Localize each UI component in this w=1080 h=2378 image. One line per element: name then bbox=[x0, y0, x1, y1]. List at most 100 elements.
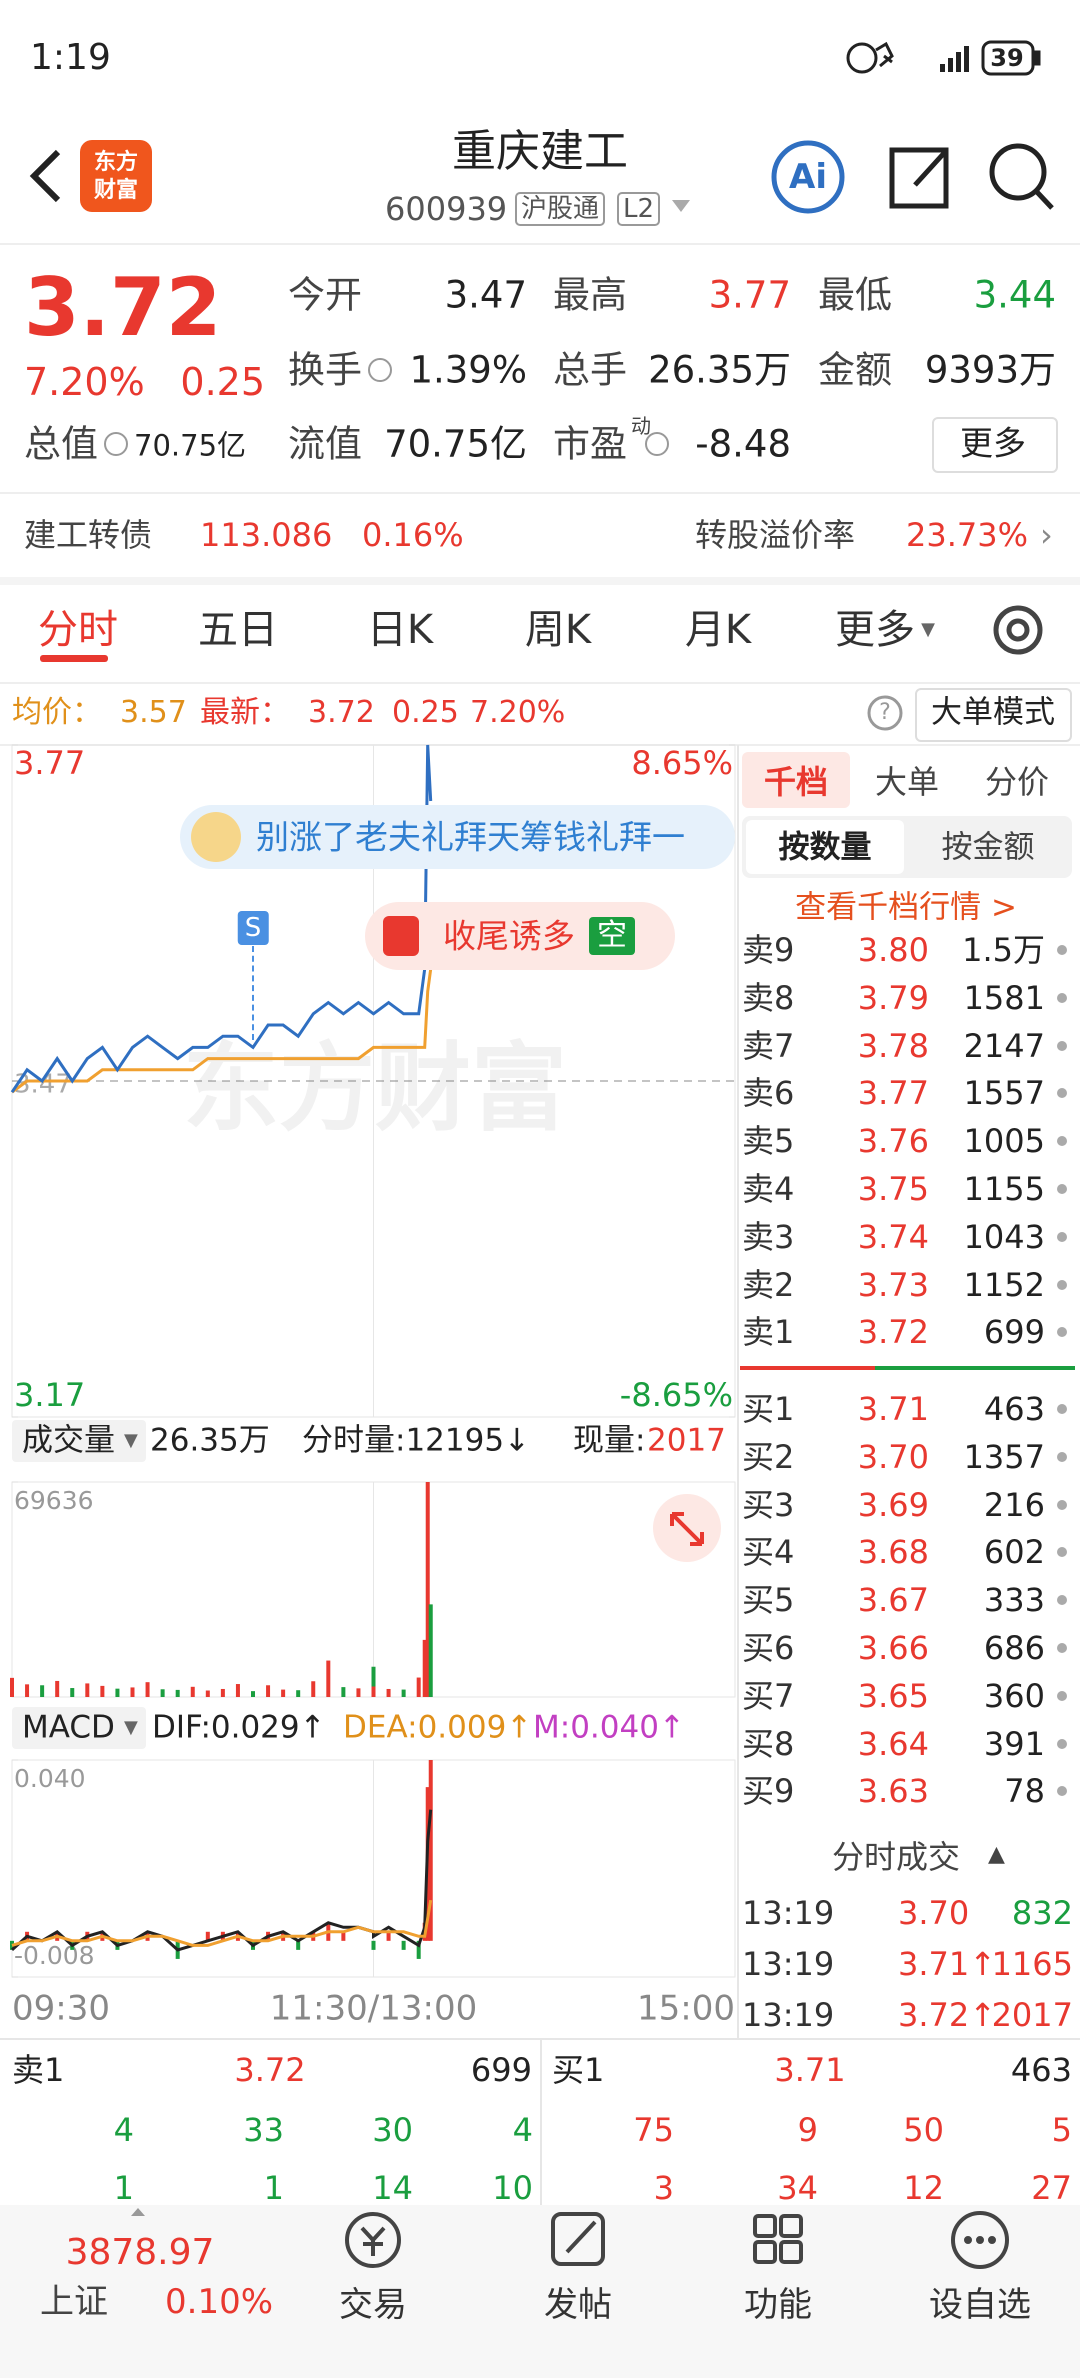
tag-pill[interactable]: 收尾诱多 空 bbox=[365, 902, 675, 970]
mode-button[interactable] bbox=[915, 688, 1072, 742]
volume-bar bbox=[190, 1686, 195, 1697]
ob-tab[interactable]: 分价 bbox=[984, 763, 1050, 801]
logo-text: 财富 bbox=[93, 178, 139, 203]
more-button[interactable] bbox=[932, 417, 1058, 473]
divider bbox=[0, 492, 1080, 494]
volume-bar bbox=[10, 1677, 14, 1697]
trades-title[interactable]: 分时成交 bbox=[831, 1838, 961, 1876]
index-value[interactable]: 3878.97 bbox=[65, 2232, 215, 2273]
nav-item[interactable]: 发帖 bbox=[544, 2285, 612, 2325]
y-tick-label: 69636 bbox=[14, 1486, 94, 1515]
info-icon[interactable] bbox=[104, 432, 128, 456]
volume-bar bbox=[145, 1682, 150, 1697]
tab[interactable]: 五日 bbox=[198, 607, 278, 653]
help-icon[interactable] bbox=[867, 695, 903, 731]
dropdown[interactable]: ▼ bbox=[124, 1717, 138, 1738]
ob-mode[interactable]: 按金额 bbox=[941, 829, 1035, 866]
volume-bar bbox=[100, 1685, 105, 1697]
premium: 23.73% bbox=[905, 516, 1028, 554]
back-button[interactable] bbox=[29, 149, 61, 203]
marker[interactable]: S bbox=[237, 911, 269, 945]
index-change[interactable]: 0.10% bbox=[165, 2282, 274, 2322]
y-tick-label: -0.008 bbox=[14, 1941, 95, 1970]
book-label: 买9 bbox=[742, 1772, 795, 1811]
book-divider bbox=[875, 1366, 1075, 1370]
tab[interactable]: 日K bbox=[366, 607, 434, 653]
tab[interactable]: 更多 bbox=[835, 607, 915, 653]
depth-count: 50 bbox=[903, 2111, 944, 2149]
book-volume: 1152 bbox=[963, 1265, 1045, 1304]
settings-button[interactable] bbox=[993, 605, 1043, 655]
tab[interactable]: 月K bbox=[684, 607, 752, 653]
book-dot bbox=[1057, 1184, 1067, 1194]
index-name[interactable]: 上证 bbox=[40, 2282, 108, 2322]
total-value: 70.75亿 bbox=[134, 428, 247, 463]
volume-selector[interactable]: 成交量 bbox=[22, 1422, 115, 1459]
dropdown[interactable]: ▼ bbox=[921, 619, 935, 640]
sort-arrow[interactable]: ▲ bbox=[988, 1842, 1005, 1867]
ob-link[interactable]: 查看千档行情 > bbox=[795, 889, 1017, 926]
stat-label: 最低 bbox=[818, 273, 892, 317]
volume-bar bbox=[386, 1688, 391, 1697]
book-dot bbox=[1057, 992, 1067, 1003]
volume-selector-bg[interactable] bbox=[12, 1420, 146, 1462]
book-label: 买5 bbox=[742, 1581, 795, 1620]
ai-button[interactable] bbox=[771, 140, 845, 214]
nav-item[interactable]: 功能 bbox=[744, 2285, 812, 2325]
tab[interactable]: 周K bbox=[524, 607, 592, 653]
watermark: 东方财富 bbox=[183, 1032, 567, 1144]
bond-name[interactable]: 建工转债 bbox=[24, 516, 153, 554]
book-price: 3.66 bbox=[857, 1629, 929, 1667]
volume-bar bbox=[371, 1686, 376, 1697]
stat-value: 9393万 bbox=[924, 348, 1056, 392]
depth-count: 30 bbox=[372, 2111, 413, 2149]
volume-bar bbox=[220, 1688, 225, 1697]
macd-selector[interactable]: MACD bbox=[22, 1709, 115, 1746]
book-label: 卖2 bbox=[742, 1265, 795, 1304]
info-icon[interactable] bbox=[645, 432, 669, 456]
ai-label[interactable]: Ai bbox=[789, 157, 827, 197]
ob-tab-active[interactable] bbox=[742, 752, 850, 808]
search-button[interactable] bbox=[989, 143, 1054, 210]
book-price: 3.76 bbox=[857, 1122, 929, 1161]
x-tick-label: 11:30/13:00 bbox=[270, 1989, 477, 2029]
y2-tick-label: -8.65% bbox=[620, 1376, 733, 1414]
nav-icons bbox=[345, 2211, 1009, 2269]
book-label: 买4 bbox=[742, 1533, 795, 1572]
index-arrow bbox=[131, 2208, 145, 2216]
book-price: 3.69 bbox=[857, 1485, 929, 1524]
book-volume: 1357 bbox=[963, 1437, 1045, 1476]
comment-bubble[interactable]: 别涨了老夫礼拜天筹钱礼拜一 bbox=[180, 805, 735, 869]
current-label: 现量: bbox=[573, 1422, 646, 1459]
stat-value: 26.35万 bbox=[648, 348, 791, 392]
trade-price: 3.72↑ bbox=[898, 1996, 997, 2034]
last-label: 最新： bbox=[200, 695, 290, 730]
more-label[interactable]: 更多 bbox=[960, 423, 1026, 463]
book-price: 3.74 bbox=[857, 1217, 929, 1256]
marker-line bbox=[252, 946, 254, 1040]
tab[interactable]: 分时 bbox=[38, 607, 118, 653]
info-icon[interactable] bbox=[368, 358, 392, 382]
divider bbox=[0, 577, 1080, 585]
book-price: 3.72 bbox=[857, 1313, 929, 1352]
depth-count: 9 bbox=[797, 2111, 818, 2149]
macd-selector-bg[interactable] bbox=[12, 1707, 146, 1749]
book-volume: 699 bbox=[983, 1313, 1045, 1352]
ob-mode-active[interactable] bbox=[746, 820, 904, 874]
share-button[interactable] bbox=[889, 147, 949, 209]
volume-bar bbox=[266, 1685, 271, 1697]
nav-item[interactable]: 设自选 bbox=[929, 2285, 1031, 2325]
ob-mode[interactable]: 按数量 bbox=[778, 829, 872, 866]
ob-tab[interactable]: 大单 bbox=[874, 763, 940, 801]
volume-bar bbox=[25, 1684, 30, 1697]
help-mark[interactable]: ? bbox=[879, 700, 891, 725]
book-price: 3.63 bbox=[857, 1772, 929, 1811]
ob-tab[interactable]: 千档 bbox=[763, 763, 829, 801]
dropdown[interactable]: ▼ bbox=[124, 1430, 138, 1451]
macd-bar bbox=[371, 1940, 376, 1950]
book-price: 3.79 bbox=[857, 978, 929, 1017]
mode-label[interactable]: 大单模式 bbox=[931, 694, 1055, 731]
dropdown[interactable] bbox=[672, 200, 690, 212]
nav-item[interactable]: 交易 bbox=[339, 2285, 407, 2325]
chevron[interactable]: › bbox=[1040, 516, 1053, 554]
